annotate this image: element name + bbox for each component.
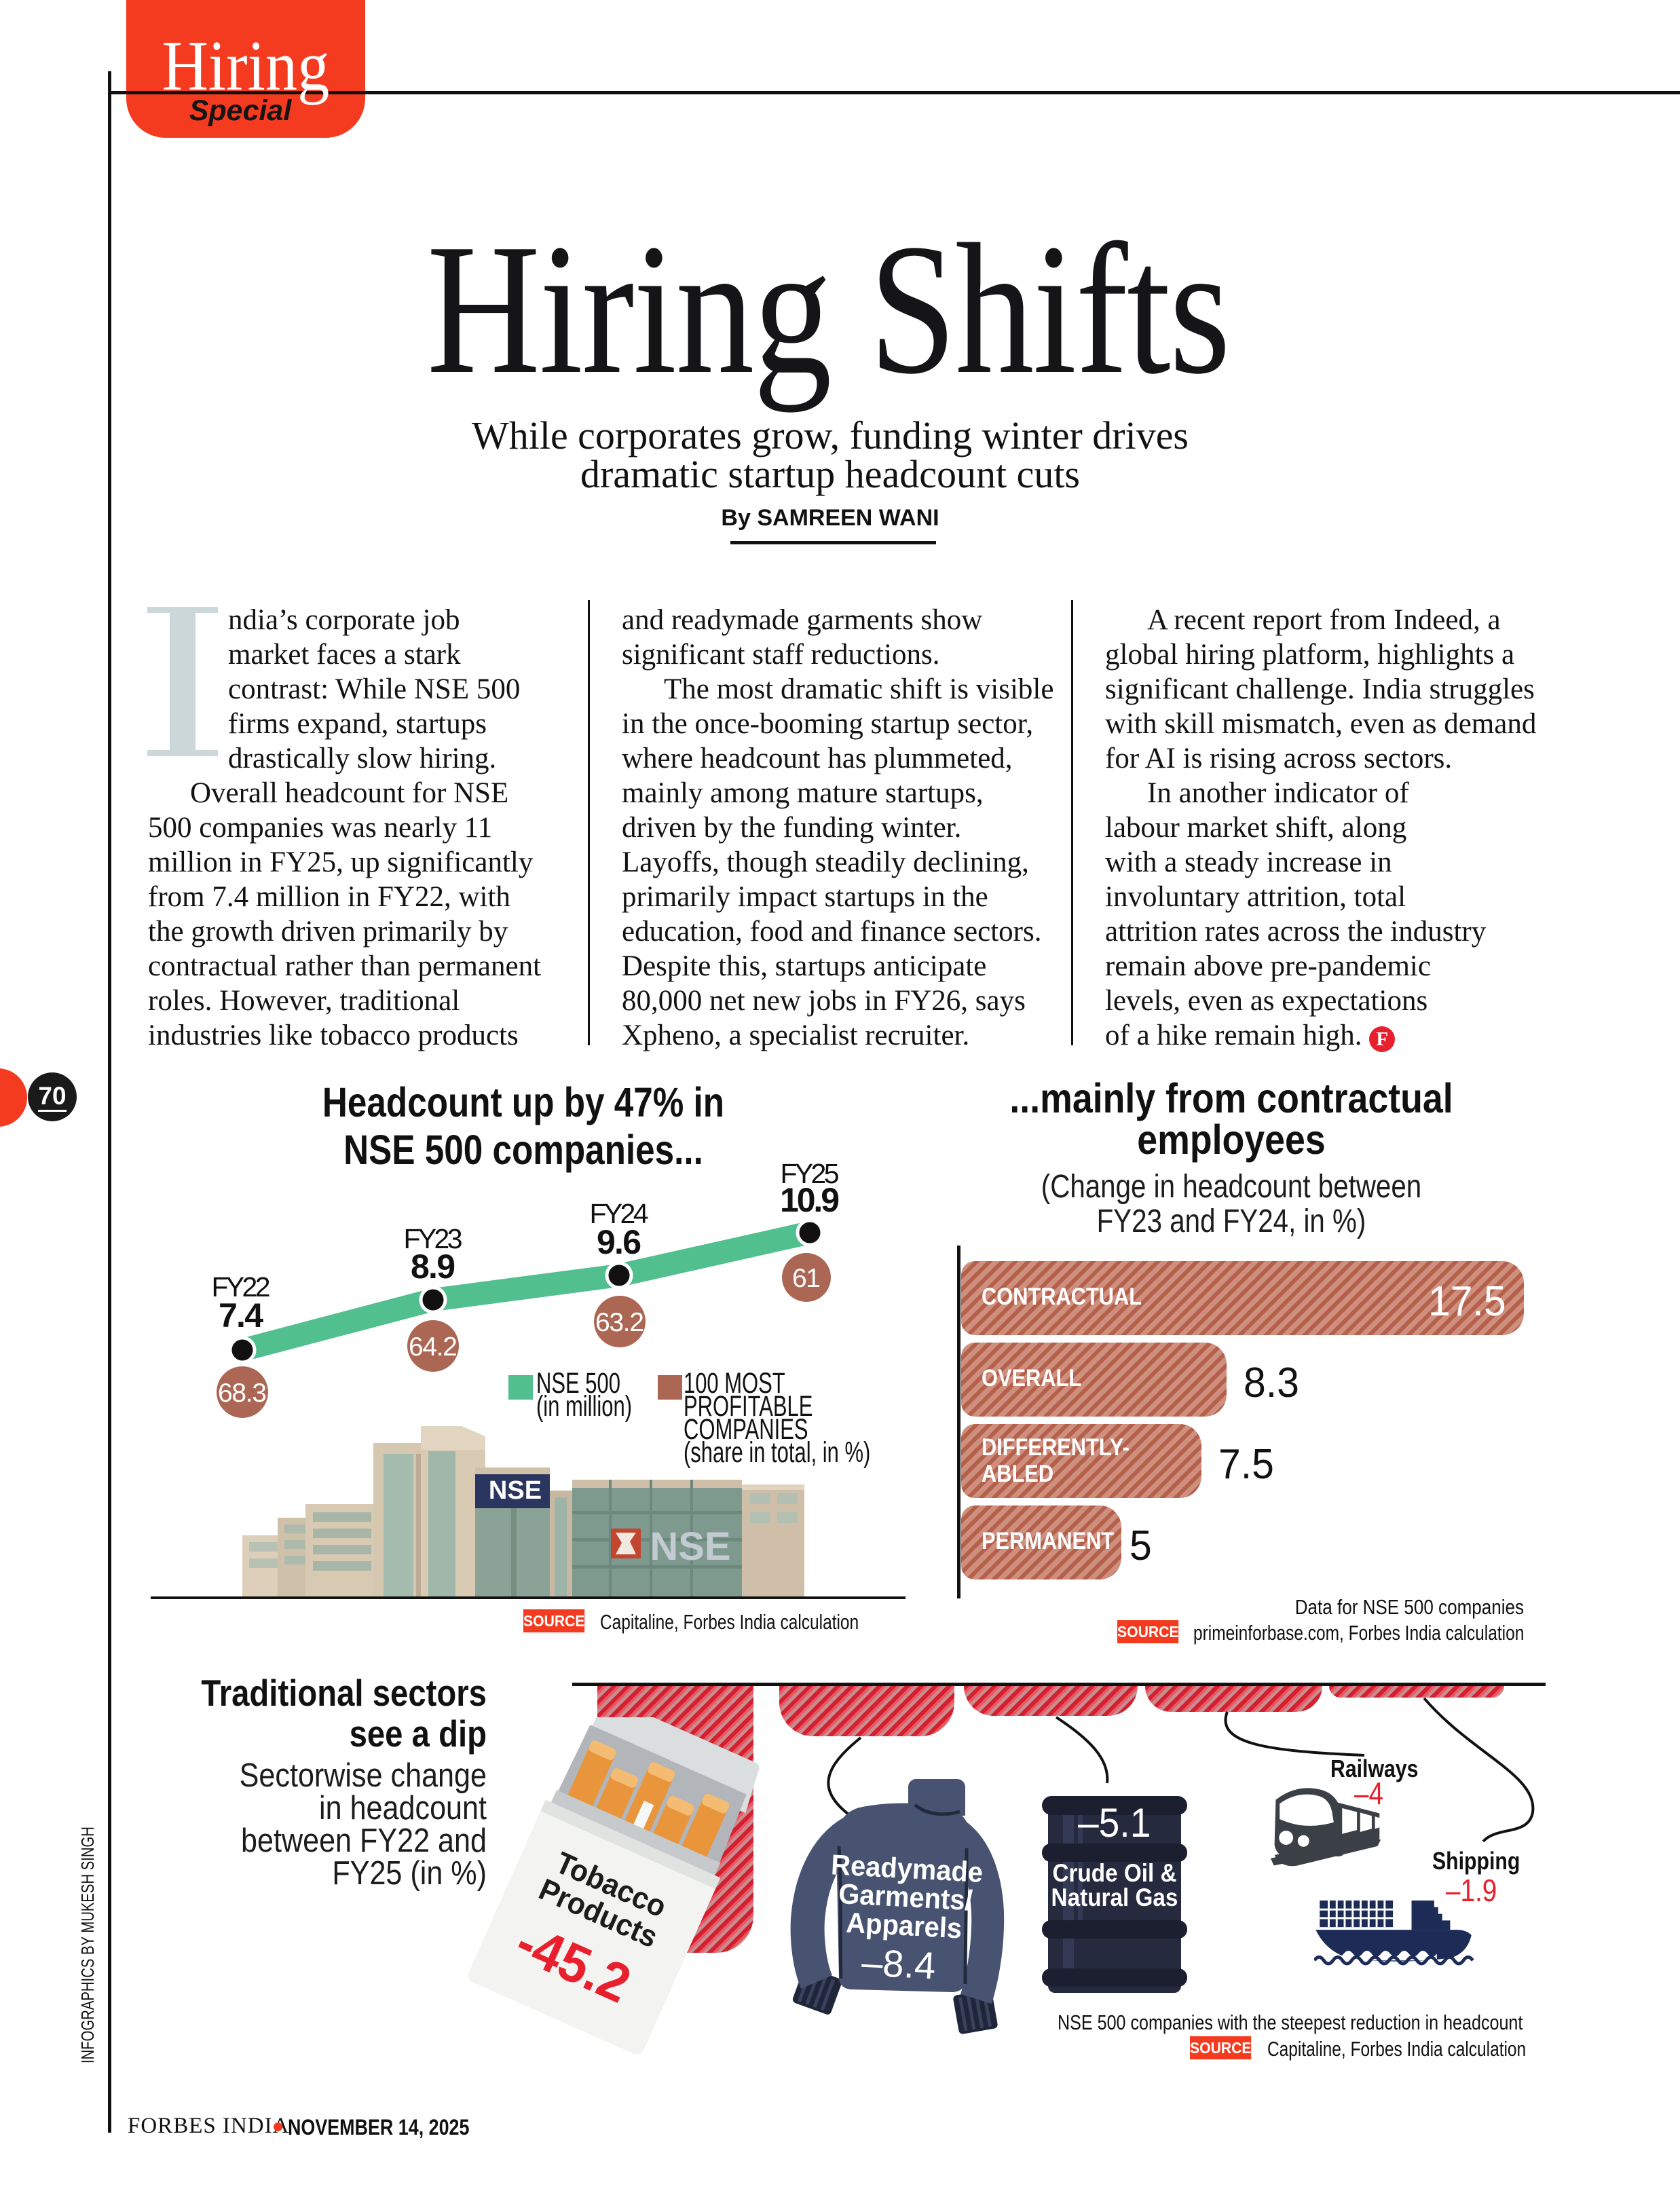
svg-text:NSE: NSE	[650, 1524, 730, 1569]
svg-text:61: 61	[792, 1264, 821, 1293]
svg-text:FY22: FY22	[212, 1271, 271, 1303]
svg-text:–8.4: –8.4	[861, 1941, 937, 1987]
svg-text:–5.1: –5.1	[1078, 1801, 1151, 1846]
svg-text:8.9: 8.9	[411, 1248, 455, 1286]
svg-text:FY24: FY24	[590, 1198, 649, 1229]
svg-text:63.2: 63.2	[595, 1308, 644, 1337]
svg-text:FY25: FY25	[781, 1158, 840, 1189]
svg-text:7.4: 7.4	[219, 1296, 263, 1334]
svg-text:FY23: FY23	[404, 1223, 463, 1254]
svg-text:Readymade: Readymade	[830, 1848, 984, 1888]
svg-text:9.6: 9.6	[597, 1223, 641, 1261]
svg-text:Crude Oil &: Crude Oil &	[1052, 1859, 1176, 1887]
svg-text:Natural Gas: Natural Gas	[1051, 1884, 1178, 1911]
svg-text:10.9: 10.9	[780, 1181, 840, 1219]
svg-text:Garments/: Garments/	[838, 1877, 973, 1916]
svg-text:NSE: NSE	[489, 1476, 542, 1505]
svg-text:68.3: 68.3	[218, 1379, 267, 1408]
svg-text:64.2: 64.2	[409, 1332, 458, 1362]
svg-text:Apparels: Apparels	[845, 1907, 963, 1945]
